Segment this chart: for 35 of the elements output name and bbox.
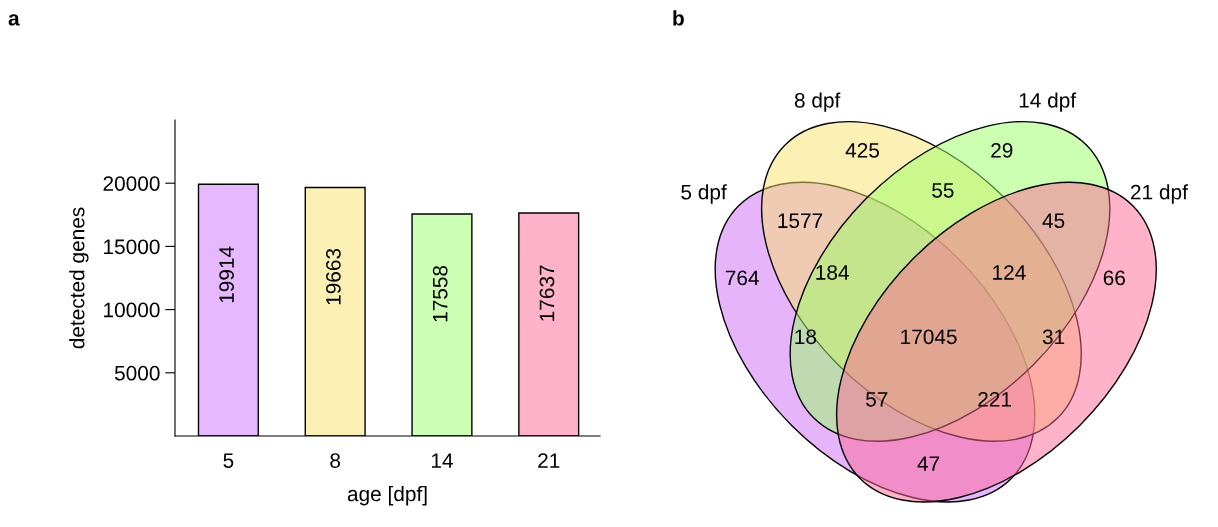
x-tick-label: 8 — [330, 453, 341, 468]
text: 425 — [845, 142, 880, 158]
x-tick-label: 21 — [538, 453, 560, 468]
chart-title: a — [8, 14, 20, 26]
y-axis-title: detected genes — [69, 207, 89, 349]
category-label: 14 dpf — [1019, 92, 1077, 112]
text: 47 — [917, 456, 940, 471]
y-tick-label: 10000 — [104, 302, 160, 318]
text: 45 — [1042, 213, 1065, 229]
y-tick-label: 5000 — [114, 365, 160, 381]
category-label: 21 dpf — [1131, 184, 1188, 204]
data-label: 17637 — [539, 265, 555, 321]
x-axis-title: age [dpf] — [347, 485, 427, 506]
text: 31 — [1042, 329, 1065, 345]
text: 18 — [795, 329, 817, 345]
text: 66 — [1103, 270, 1125, 286]
text: 1577 — [778, 213, 823, 229]
text: 55 — [932, 183, 954, 198]
y-tick-label: 20000 — [103, 176, 160, 191]
text: 17045 — [901, 329, 957, 345]
category-label: 5 dpf — [681, 184, 727, 204]
text: b — [673, 10, 684, 26]
data-label: 19663 — [326, 248, 341, 305]
data-label: 17558 — [432, 265, 448, 322]
text: 764 — [725, 270, 759, 286]
text: 221 — [978, 391, 1012, 407]
text: 57 — [866, 392, 888, 407]
x-tick-label: 5 — [223, 453, 234, 468]
data-label: 19914 — [219, 246, 234, 303]
category-label: 8 dpf — [794, 92, 841, 112]
text: 124 — [993, 265, 1026, 280]
text: 29 — [991, 142, 1013, 158]
x-tick-label: 14 — [431, 453, 453, 468]
y-tick-label: 15000 — [104, 239, 160, 255]
text: 184 — [816, 265, 849, 280]
